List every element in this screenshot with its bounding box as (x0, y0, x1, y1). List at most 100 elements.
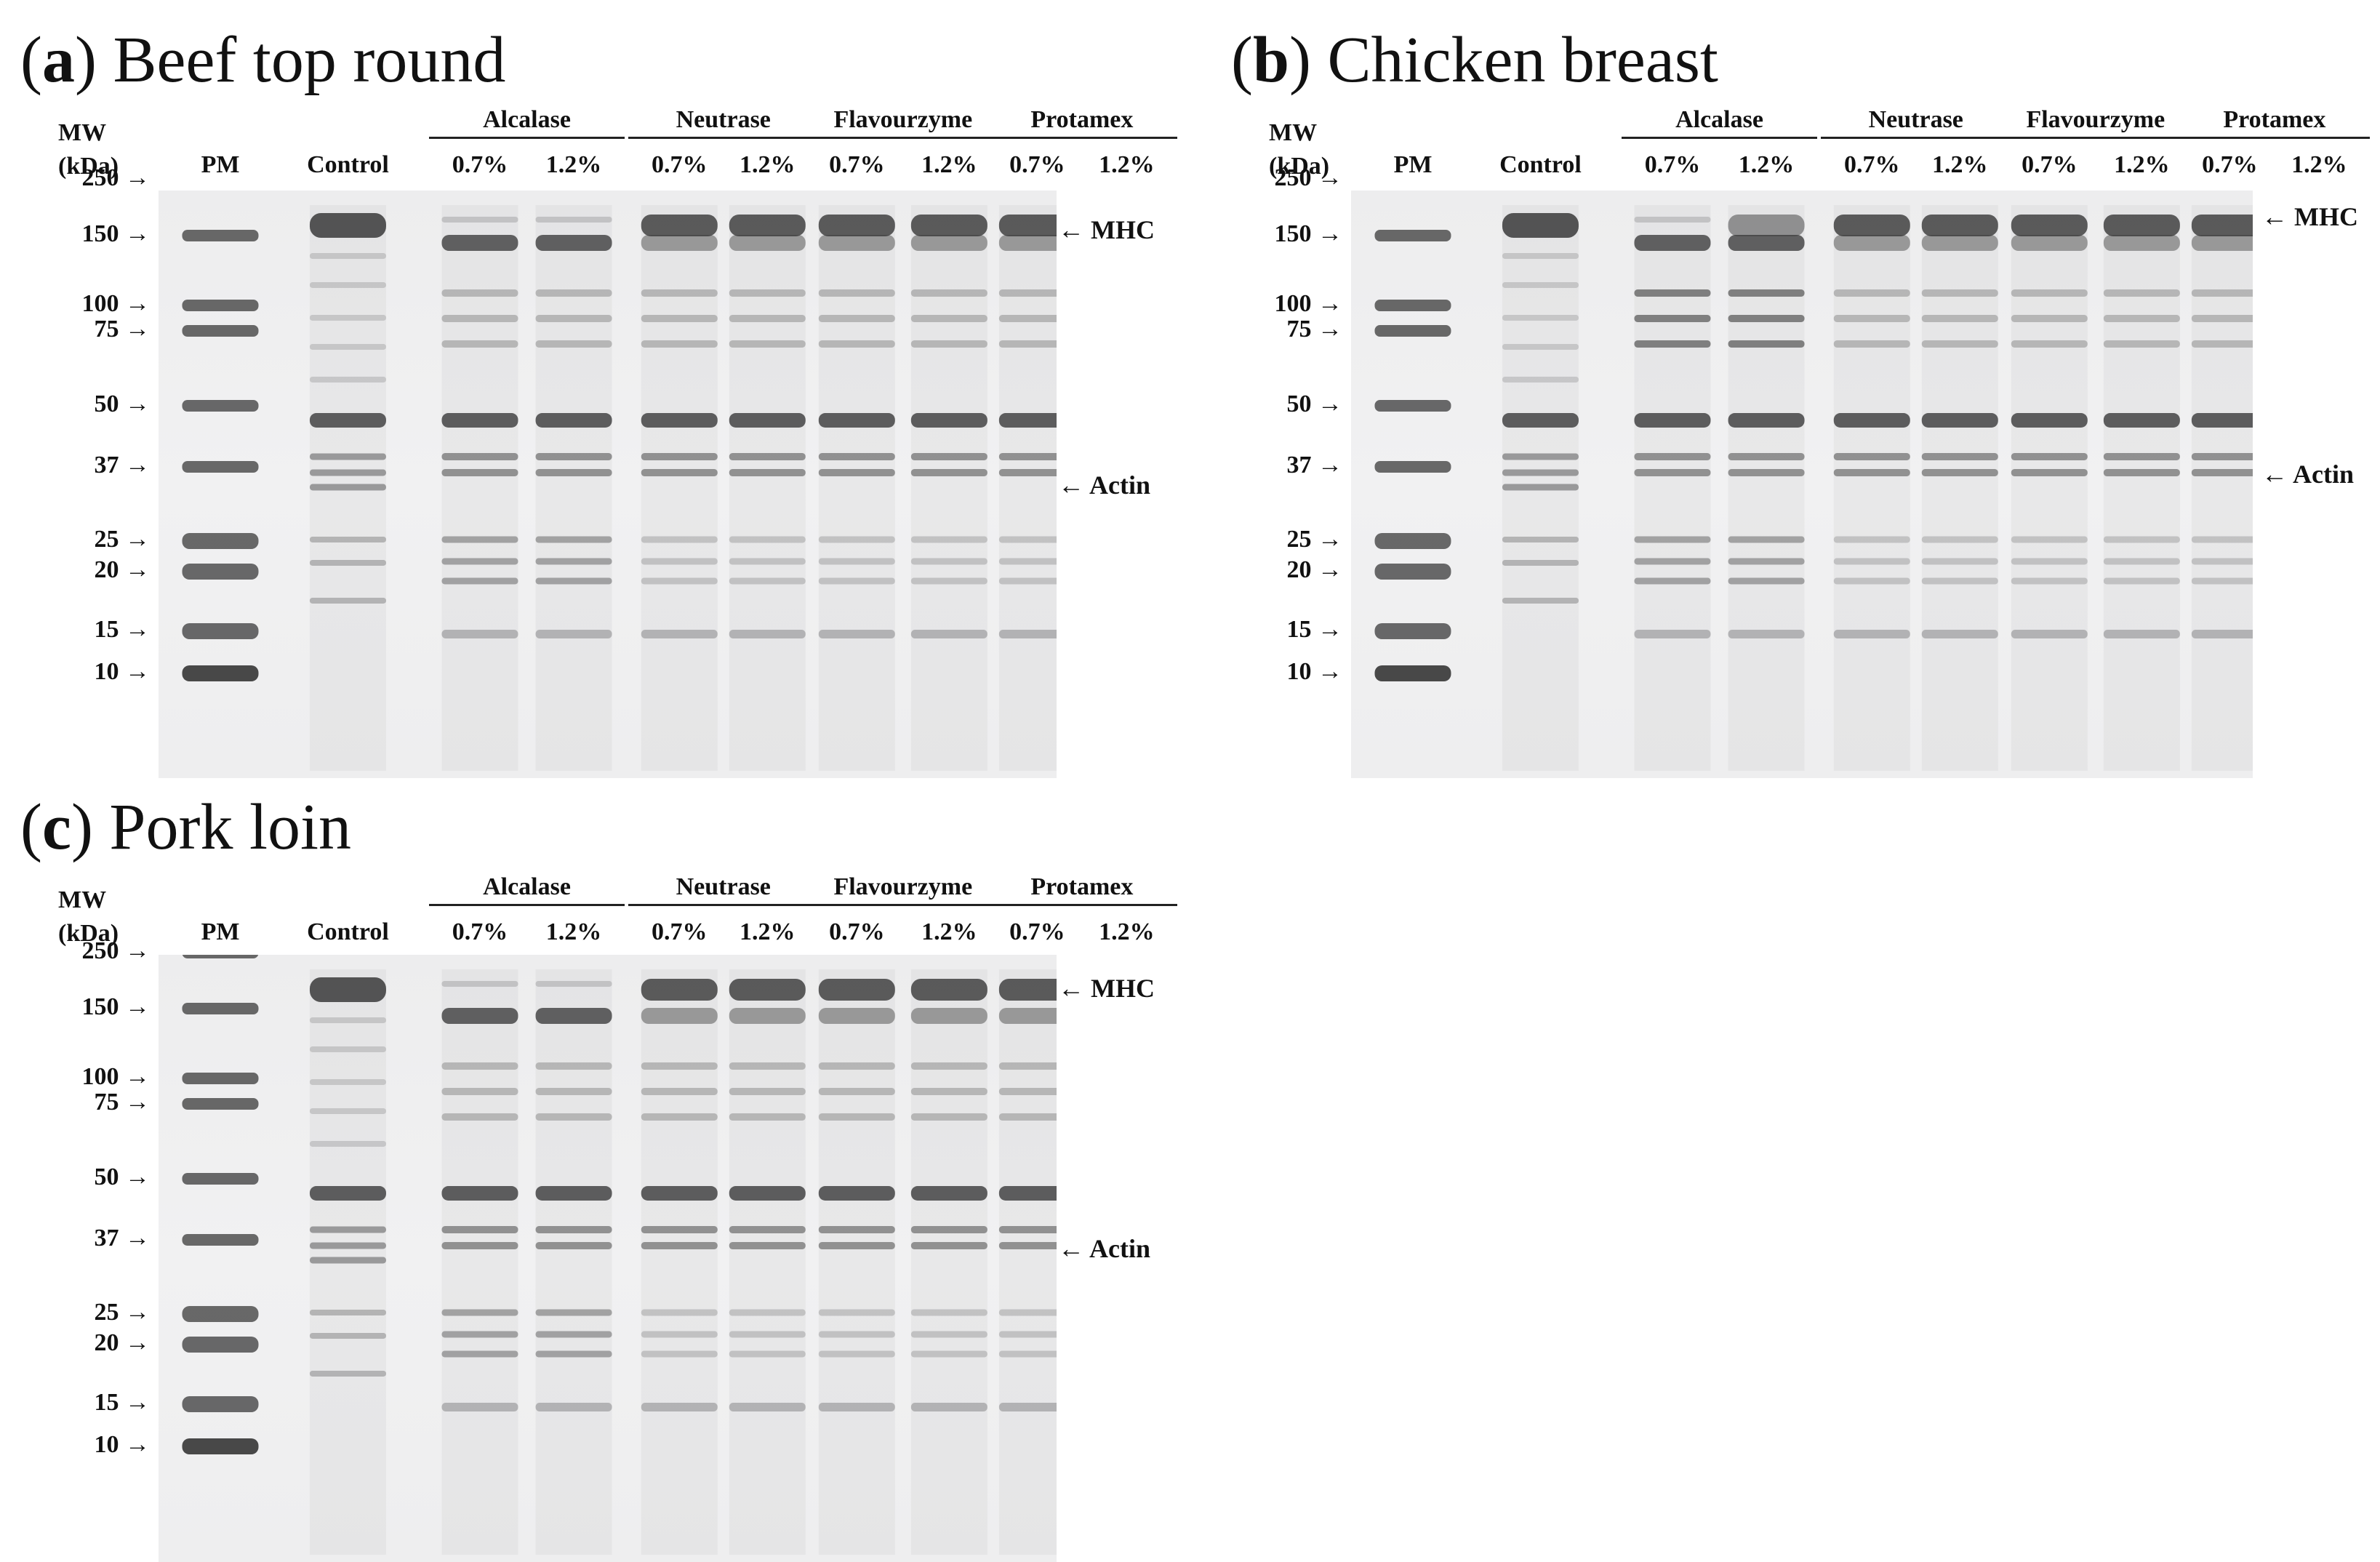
gel-band (2191, 289, 2253, 297)
gel-band (729, 1062, 806, 1070)
gel-band (441, 558, 518, 565)
gel-band (535, 1309, 612, 1316)
mw-arrow: → (1318, 452, 1342, 478)
panel-title-text: Chicken breast (1327, 24, 1718, 96)
gel-band (1728, 536, 1805, 543)
gel-band (2011, 630, 2088, 638)
mw-header-line2: (kDa) (58, 920, 119, 947)
lane-smear (1502, 205, 1579, 771)
lane-smear (910, 969, 987, 1555)
mw-arrow: → (125, 937, 150, 964)
gel-band (2103, 453, 2180, 460)
gel-band (182, 564, 259, 580)
gel-band (535, 1113, 612, 1121)
mw-value: 25 (94, 526, 119, 553)
mw-arrow: → (1318, 290, 1342, 317)
gel-band (910, 1062, 987, 1070)
gel-band (729, 1113, 806, 1121)
lane-label: 1.2% (1099, 151, 1155, 178)
gel-band (998, 1113, 1057, 1121)
gel-band (818, 1309, 895, 1316)
gel-band (1502, 537, 1579, 542)
gel-band (309, 560, 386, 566)
lane-label: 0.7% (1844, 151, 1900, 178)
gel-band (729, 1008, 806, 1024)
band-marker-mhc: ← MHC (1058, 974, 1155, 1003)
mw-value: 50 (94, 390, 119, 417)
gel-band (641, 558, 718, 565)
lane-label: 1.2% (2114, 151, 2170, 178)
gel-band (2191, 340, 2253, 348)
gel-band (729, 1350, 806, 1358)
gel-band (535, 340, 612, 348)
gel-band (441, 1226, 518, 1233)
mw-value: 10 (94, 658, 119, 685)
gel-band (1374, 564, 1451, 580)
mw-marker-label: 150 → (82, 220, 151, 248)
gel-band (309, 213, 386, 238)
gel-band (998, 1242, 1057, 1249)
gel-band (998, 558, 1057, 565)
mw-marker-label: 50 → (95, 1164, 151, 1191)
gel-band (1634, 340, 1711, 348)
gel-band (1921, 453, 1998, 460)
gel-band (2191, 215, 2253, 236)
gel-band (1502, 453, 1579, 460)
lane-label: PM (201, 918, 240, 945)
gel-band (1374, 230, 1451, 241)
gel-band (910, 558, 987, 565)
gel-band (441, 217, 518, 223)
gel-band (182, 461, 259, 473)
gel-band (729, 235, 806, 251)
lane-label: 0.7% (2022, 151, 2078, 178)
band-marker-actin: ← Actin (2261, 460, 2355, 489)
gel-band (998, 1062, 1057, 1070)
gel-band (535, 1242, 612, 1249)
gel-band (729, 1088, 806, 1095)
gel-band (818, 413, 895, 428)
gel-band (729, 577, 806, 585)
mw-marker-label: 50 → (95, 390, 151, 418)
mw-marker-label: 150 → (1275, 220, 1343, 248)
gel-band (535, 413, 612, 428)
gel-band (641, 315, 718, 322)
panel-title: (b) Chicken breast (1231, 24, 1718, 96)
lane-label: 1.2% (740, 151, 796, 178)
gel-band (535, 289, 612, 297)
gel-band (1634, 469, 1711, 476)
gel-band (729, 1309, 806, 1316)
gel-band (2011, 536, 2088, 543)
gel-band (309, 1079, 386, 1085)
gel-band (441, 1186, 518, 1201)
gel-band (182, 1337, 259, 1353)
enzyme-label-flavourzyme: Flavourzyme (806, 106, 1001, 139)
gel-band (535, 536, 612, 543)
gel-band (535, 1331, 612, 1338)
gel-band (2191, 577, 2253, 585)
gel-band (2011, 413, 2088, 428)
gel-band (309, 1226, 386, 1233)
lane-label: 0.7% (2202, 151, 2258, 178)
enzyme-label-alcalase: Alcalase (428, 106, 625, 139)
mw-marker-label: 250 → (82, 164, 151, 192)
gel-band (309, 1046, 386, 1052)
mw-arrow: → (1318, 526, 1342, 553)
gel-band (535, 453, 612, 460)
gel-band (1374, 623, 1451, 639)
gel-band (1728, 340, 1805, 348)
gel-band (1921, 215, 1998, 236)
gel-band (2103, 413, 2180, 428)
gel-band (910, 453, 987, 460)
gel-band (309, 413, 386, 428)
gel-band (182, 1396, 259, 1412)
gel-band (818, 315, 895, 322)
gel-band (1634, 413, 1711, 428)
mw-marker-label: 50 → (1287, 390, 1343, 418)
gel-band (910, 1088, 987, 1095)
lane-smear (2103, 205, 2180, 771)
gel-band (535, 1226, 612, 1233)
gel-image (159, 955, 1057, 1562)
gel-band (182, 1234, 259, 1246)
gel-band (998, 979, 1057, 1001)
gel-band (1502, 253, 1579, 259)
